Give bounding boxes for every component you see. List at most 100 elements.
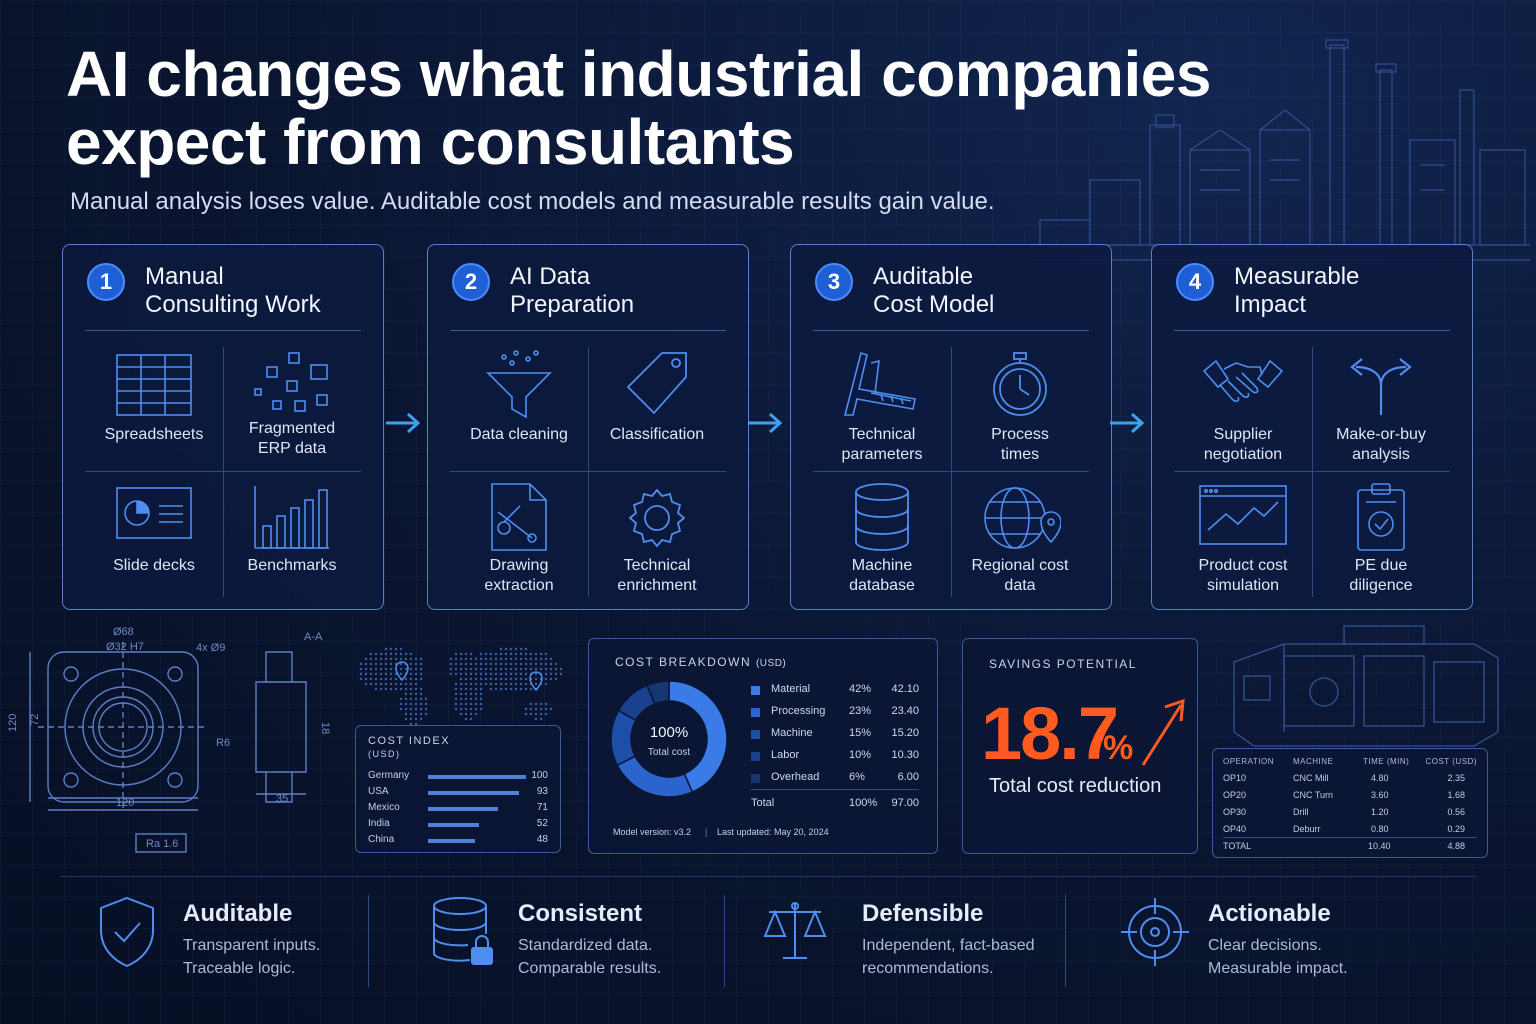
legend-name: Labor bbox=[771, 749, 800, 761]
cost-index-row: Germany 100 bbox=[368, 770, 548, 784]
step-item-label: Fragmented ERP data bbox=[248, 420, 336, 457]
cost-breakdown-title: COST BREAKDOWN (USD) bbox=[615, 655, 787, 669]
step-item: Supplier negotiation bbox=[1174, 347, 1312, 472]
slide-deck-icon bbox=[116, 487, 192, 539]
breakdown-legend-row: Overhead 6% 6.00 bbox=[751, 771, 919, 787]
dimension-label: 18 bbox=[319, 722, 331, 734]
savings-value: 18.7 bbox=[981, 692, 1119, 775]
cost-donut-chart: 100% Total cost bbox=[610, 680, 728, 798]
legend-name: Material bbox=[771, 683, 811, 695]
scales-icon bbox=[763, 902, 827, 959]
cost-index-row: Mexico 71 bbox=[368, 802, 548, 816]
country-label: Germany bbox=[368, 770, 410, 781]
fragmented-data-icon bbox=[254, 352, 328, 412]
step-item: PE due diligence bbox=[1312, 472, 1450, 597]
step-item: Regional cost data bbox=[951, 472, 1089, 597]
step-header: 4 Measurable Impact bbox=[1174, 261, 1450, 331]
step-item: Drawing extraction bbox=[450, 472, 588, 597]
step-item-label: Slide decks bbox=[113, 557, 195, 574]
operations-table: OPERATION MACHINE TIME (MIN) COST (USD) … bbox=[1212, 748, 1488, 858]
donut-center-label: Total cost bbox=[648, 747, 690, 758]
principle-title: Auditable bbox=[183, 900, 293, 927]
legend-value: 42.10 bbox=[891, 683, 919, 695]
step-item: Slide decks bbox=[85, 472, 223, 597]
cost-index-bar bbox=[428, 839, 475, 843]
step-item-label: Product cost simulation bbox=[1198, 557, 1288, 594]
legend-value: 6.00 bbox=[897, 771, 919, 783]
cnc-machine-illustration bbox=[1233, 625, 1499, 747]
step-number-badge: 2 bbox=[452, 263, 490, 301]
country-label: China bbox=[368, 834, 395, 845]
principle-description: Clear decisions. Measurable impact. bbox=[1208, 937, 1348, 977]
trend-up-arrow-icon bbox=[1141, 698, 1185, 766]
cost-index-row: India 52 bbox=[368, 818, 548, 832]
bar-chart-icon bbox=[254, 486, 329, 549]
legend-name: Overhead bbox=[771, 771, 820, 783]
principle-defensible: Defensible Independent, fact-based recomm… bbox=[760, 890, 1100, 990]
split-arrow-icon bbox=[1350, 358, 1412, 415]
table-total-row: TOTAL 10.40 4.88 bbox=[1223, 841, 1465, 851]
step-item: Process times bbox=[951, 347, 1089, 472]
step-item: Technical parameters bbox=[813, 347, 951, 472]
step-item: Benchmarks bbox=[223, 472, 361, 597]
step-item-label: Make-or-buy analysis bbox=[1336, 426, 1426, 463]
step-item: Spreadsheets bbox=[85, 347, 223, 472]
step-card-3: 3 Auditable Cost Model Technical paramet… bbox=[790, 244, 1112, 610]
cost-index-value: 52 bbox=[536, 818, 548, 829]
flow-arrow-icon bbox=[1110, 412, 1145, 434]
savings-label: Total cost reduction bbox=[989, 775, 1162, 797]
last-updated: Last updated: May 20, 2024 bbox=[717, 827, 829, 837]
step-title-line2: Impact bbox=[1234, 291, 1307, 318]
step-item-label: Data cleaning bbox=[470, 426, 568, 443]
technical-drawing-illustration: Ø68 Ø32 H7 4x Ø9 A-A 120 72 R6 120 35 18… bbox=[8, 626, 331, 853]
world-map-illustration bbox=[359, 647, 563, 726]
principle-description: Transparent inputs. Traceable logic. bbox=[183, 937, 321, 977]
drawing-file-icon bbox=[491, 483, 547, 551]
legend-percent: 23% bbox=[849, 705, 872, 717]
dimension-label: 120 bbox=[116, 797, 134, 809]
legend-swatch bbox=[751, 774, 760, 783]
step-item-label: Benchmarks bbox=[247, 557, 337, 574]
step-card-2: 2 AI Data Preparation Data cleaning Clas… bbox=[427, 244, 749, 610]
step-item: Machine database bbox=[813, 472, 951, 597]
step-title: Manual Consulting Work bbox=[145, 263, 321, 319]
savings-title: SAVINGS POTENTIAL bbox=[989, 657, 1137, 671]
step-item-label: Technical enrichment bbox=[617, 557, 697, 594]
dimension-label: 72 bbox=[29, 714, 41, 726]
legend-value: 10.30 bbox=[891, 749, 919, 761]
cost-index-bar bbox=[428, 807, 498, 811]
step-item-label: Spreadsheets bbox=[104, 426, 204, 443]
cost-index-bar bbox=[428, 791, 519, 795]
principle-description: Independent, fact-based recommendations. bbox=[862, 937, 1035, 977]
savings-potential-panel: SAVINGS POTENTIAL 18.7 % Total cost redu… bbox=[962, 638, 1198, 854]
step-item-label: Supplier negotiation bbox=[1203, 426, 1283, 463]
country-label: India bbox=[368, 818, 390, 829]
handshake-icon bbox=[1202, 359, 1284, 402]
cost-index-unit: (USD) bbox=[368, 749, 401, 759]
cost-index-panel: COST INDEX (USD) Germany 100 USA 93 Mexico 71… bbox=[355, 725, 561, 853]
dimension-label: 4x Ø9 bbox=[196, 642, 225, 654]
breakdown-legend-row: Labor 10% 10.30 bbox=[751, 749, 919, 765]
cost-index-value: 71 bbox=[536, 802, 548, 813]
principle-description: Standardized data. Comparable results. bbox=[518, 937, 662, 977]
legend-percent: 10% bbox=[849, 749, 872, 761]
donut-slice-processing bbox=[616, 755, 694, 798]
step-items-grid: Spreadsheets Fragmented ERP data Slide d… bbox=[85, 347, 361, 597]
database-icon bbox=[855, 483, 909, 551]
line-chart-icon bbox=[1199, 485, 1287, 545]
dimension-label: Ra 1.6 bbox=[146, 838, 178, 850]
table-row: OP40 Deburr 0.80 0.29 bbox=[1223, 824, 1465, 834]
database-lock-icon bbox=[433, 897, 493, 965]
step-title: AI Data Preparation bbox=[510, 263, 634, 319]
legend-swatch bbox=[751, 708, 760, 717]
page-subtitle: Manual analysis loses value. Auditable c… bbox=[70, 188, 995, 215]
country-label: Mexico bbox=[368, 802, 400, 813]
cost-index-row: USA 93 bbox=[368, 786, 548, 800]
step-item-label: Process times bbox=[991, 426, 1049, 463]
step-item: Product cost simulation bbox=[1174, 472, 1312, 597]
cost-index-row: China 48 bbox=[368, 834, 548, 848]
clipboard-check-icon bbox=[1357, 483, 1405, 551]
factory-skyline-illustration bbox=[1030, 39, 1530, 261]
step-items-grid: Technical parameters Process times Machi… bbox=[813, 347, 1089, 597]
table-row: OP20 CNC Turn 3.60 1.68 bbox=[1223, 790, 1465, 800]
